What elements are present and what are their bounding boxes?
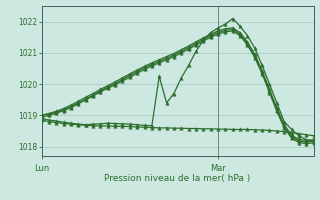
X-axis label: Pression niveau de la mer( hPa ): Pression niveau de la mer( hPa ) bbox=[104, 174, 251, 183]
